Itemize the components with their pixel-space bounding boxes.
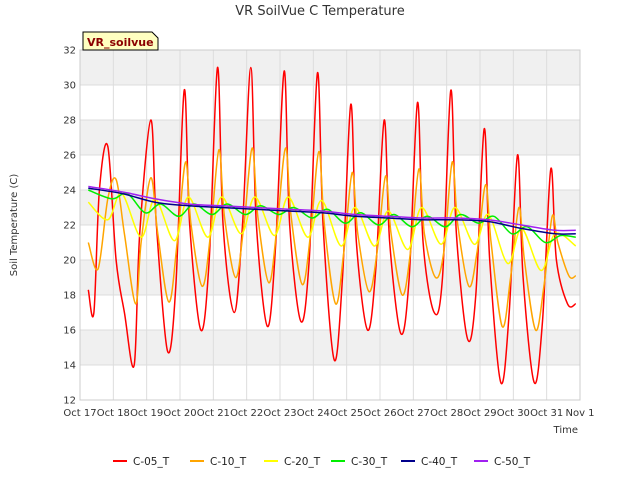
legend-item: C-20_T bbox=[264, 456, 321, 468]
y-tick-label: 22 bbox=[63, 221, 76, 232]
y-axis-title: Soil Temperature (C) bbox=[9, 174, 20, 277]
x-axis: Oct 17 Oct 18 Oct 19 Oct 20 Oct 21 Oct 22 Oct … bbox=[63, 408, 594, 419]
x-tick-label: Oct 25 bbox=[330, 408, 363, 419]
plot-frame bbox=[79, 49, 581, 401]
x-tick-label: Oct 20 bbox=[163, 408, 196, 419]
site-label: VR_soilvue bbox=[87, 36, 154, 49]
series-line-c-30-t bbox=[88, 189, 576, 244]
legend-item: C-05_T bbox=[113, 456, 170, 468]
x-tick-label: Oct 18 bbox=[97, 408, 130, 419]
x-tick-label: Oct 28 bbox=[430, 408, 463, 419]
legend-label: C-05_T bbox=[133, 456, 170, 468]
plot-band bbox=[80, 85, 580, 120]
x-tick-label: Oct 26 bbox=[363, 408, 396, 419]
site-label-box: VR_soilvue bbox=[82, 31, 159, 51]
series-line-c-05-t bbox=[87, 66, 577, 385]
legend-label: C-20_T bbox=[284, 456, 321, 468]
y-tick-label: 32 bbox=[63, 46, 76, 57]
x-tick-label: Oct 31 bbox=[530, 408, 563, 419]
x-tick-label: Oct 24 bbox=[297, 408, 330, 419]
legend-item: C-50_T bbox=[474, 456, 531, 468]
plot-background bbox=[80, 50, 580, 400]
y-tick-label: 24 bbox=[63, 186, 76, 197]
plot-band bbox=[80, 120, 580, 155]
y-tick-label: 14 bbox=[63, 361, 76, 372]
y-tick-label: 20 bbox=[63, 256, 76, 267]
legend: C-05_T C-10_T C-20_T C-30_T C-40_T C-50_T bbox=[113, 456, 531, 468]
x-tick-label: Oct 29 bbox=[463, 408, 496, 419]
legend-item: C-10_T bbox=[190, 456, 247, 468]
x-tick-label: Oct 23 bbox=[263, 408, 296, 419]
x-tick-label: Oct 22 bbox=[230, 408, 263, 419]
legend-label: C-50_T bbox=[494, 456, 531, 468]
legend-label: C-40_T bbox=[421, 456, 458, 468]
x-axis-title: Time bbox=[553, 425, 578, 436]
y-tick-label: 28 bbox=[63, 116, 76, 127]
y-tick-label: 16 bbox=[63, 326, 76, 337]
legend-item: C-40_T bbox=[401, 456, 458, 468]
plot-band bbox=[80, 365, 580, 400]
plot-band bbox=[80, 50, 580, 85]
chart-title: VR SoilVue C Temperature bbox=[235, 4, 404, 19]
plot-band bbox=[80, 225, 580, 260]
legend-label: C-10_T bbox=[210, 456, 247, 468]
y-tick-label: 12 bbox=[63, 396, 76, 407]
legend-label: C-30_T bbox=[351, 456, 388, 468]
x-tick-label: Oct 19 bbox=[130, 408, 163, 419]
series-line-c-50-t bbox=[88, 185, 576, 232]
series-layer bbox=[87, 66, 577, 385]
x-tick-label: Nov 1 bbox=[565, 408, 594, 419]
x-tick-label: Oct 17 bbox=[63, 408, 96, 419]
legend-item: C-30_T bbox=[331, 456, 388, 468]
x-tick-label: Oct 27 bbox=[397, 408, 430, 419]
series-line-c-10-t bbox=[87, 147, 577, 331]
series-line-c-40-t bbox=[88, 187, 576, 235]
y-tick-label: 18 bbox=[63, 291, 76, 302]
plot-band bbox=[80, 155, 580, 190]
y-tick-label: 26 bbox=[63, 151, 76, 162]
y-tick-label: 30 bbox=[63, 81, 76, 92]
x-tick-label: Oct 21 bbox=[197, 408, 230, 419]
x-tick-label: Oct 30 bbox=[497, 408, 530, 419]
y-axis: 12 14 16 18 20 22 24 26 28 30 32 bbox=[63, 46, 76, 407]
